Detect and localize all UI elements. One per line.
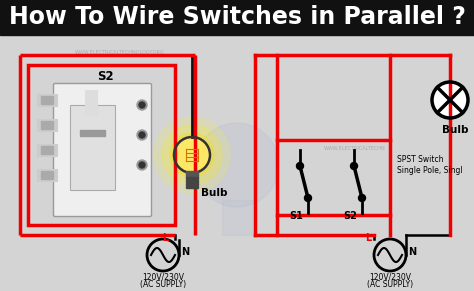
- Circle shape: [137, 160, 147, 170]
- Text: 120V/230V: 120V/230V: [142, 272, 184, 281]
- FancyBboxPatch shape: [54, 84, 152, 217]
- Circle shape: [195, 123, 279, 207]
- Text: S1: S1: [289, 211, 303, 221]
- Bar: [186, 183, 198, 185]
- Bar: [80, 130, 105, 136]
- Bar: [222, 200, 252, 235]
- Text: N: N: [181, 247, 189, 257]
- Text: N: N: [408, 247, 416, 257]
- Bar: [70, 105, 115, 190]
- Bar: [186, 180, 198, 182]
- Circle shape: [350, 162, 357, 169]
- Text: Bulb: Bulb: [442, 125, 468, 135]
- Text: How To Wire Switches in Parallel ?: How To Wire Switches in Parallel ?: [9, 6, 465, 29]
- Bar: [37, 119, 57, 131]
- Text: S2: S2: [343, 211, 357, 221]
- Circle shape: [432, 82, 468, 118]
- Bar: [186, 177, 198, 179]
- Circle shape: [154, 117, 230, 193]
- Circle shape: [137, 100, 147, 110]
- Bar: [85, 90, 97, 115]
- Bar: [0, 35, 474, 291]
- Text: WWW.ELECTRICALTECHN: WWW.ELECTRICALTECHN: [324, 146, 386, 150]
- Circle shape: [374, 239, 405, 271]
- Circle shape: [170, 133, 214, 177]
- Text: (AC SUPPLY): (AC SUPPLY): [140, 279, 186, 288]
- Bar: [28, 65, 175, 225]
- Text: WWW.ELECTRICALTECHNOLOGY.ORG: WWW.ELECTRICALTECHNOLOGY.ORG: [75, 49, 165, 54]
- Text: SPST Switch
Single Pole, Singl: SPST Switch Single Pole, Singl: [397, 155, 463, 175]
- Circle shape: [304, 194, 311, 201]
- Text: S2: S2: [97, 70, 113, 83]
- Text: (AC SUPPLY): (AC SUPPLY): [367, 279, 413, 288]
- Bar: [37, 169, 57, 181]
- Bar: [186, 186, 198, 188]
- Bar: [186, 171, 198, 177]
- Text: L: L: [162, 233, 168, 243]
- Circle shape: [174, 137, 210, 173]
- Bar: [41, 96, 53, 104]
- Text: L: L: [365, 233, 371, 243]
- Circle shape: [137, 130, 147, 140]
- Circle shape: [358, 194, 365, 201]
- Bar: [41, 146, 53, 154]
- Circle shape: [297, 162, 303, 169]
- Circle shape: [139, 102, 145, 108]
- Circle shape: [139, 132, 145, 138]
- Bar: [37, 94, 57, 106]
- Bar: [37, 144, 57, 156]
- Circle shape: [147, 239, 179, 271]
- Bar: [41, 171, 53, 179]
- Bar: [277, 140, 390, 215]
- Circle shape: [139, 162, 145, 168]
- Bar: [0, 0, 474, 35]
- Text: Bulb: Bulb: [201, 188, 227, 198]
- Text: 120V/230V: 120V/230V: [369, 272, 411, 281]
- Bar: [41, 121, 53, 129]
- Circle shape: [162, 125, 222, 185]
